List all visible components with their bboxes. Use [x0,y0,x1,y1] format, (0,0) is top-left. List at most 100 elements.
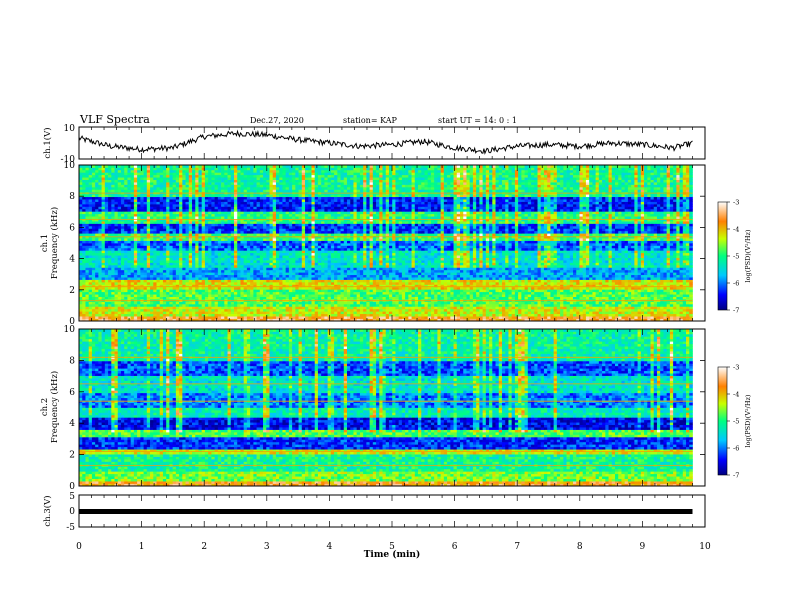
spectrogram-cell [285,291,290,295]
spectrogram-cell [644,267,648,271]
spectrogram-cell [192,279,196,283]
spectrogram-cell [618,313,622,317]
spectrogram-cell [146,269,151,273]
spectrogram-cell [101,306,106,310]
spectrogram-cell [350,296,354,300]
spectrogram-cell [479,269,483,273]
spectrogram-cell [263,316,267,319]
spectrogram-cell [495,291,500,295]
spectrogram-cell [669,313,674,317]
spectrogram-cell [485,296,490,300]
spectrogram-cell [337,262,341,266]
spectrogram-cell [537,269,542,273]
spectrogram-cell [430,303,435,307]
spectrogram-cell [195,269,199,273]
spectrogram-cell [501,291,506,295]
spectrogram-cell [127,294,132,297]
spectrogram-cell [385,294,390,297]
spectrogram-cell [388,316,393,319]
spectrogram-cell [98,289,102,293]
spectrogram-cell [550,311,554,315]
spectrogram-cell [660,308,664,312]
spectrogram-cell [369,277,374,280]
spectrogram-cell [95,255,99,258]
spectrogram-cell [221,262,225,266]
spectrogram-cell [114,284,119,288]
spectrogram-cell [211,284,215,288]
spectrogram-cell [334,289,338,293]
spectrogram-cell [98,264,102,268]
spectrogram-cell [288,264,293,268]
spectrogram-cell [117,289,122,293]
spectrogram-cell [460,316,464,319]
spectrogram-cell [569,296,574,300]
spectrogram-cell [366,257,370,261]
spectrogram-cell [311,269,316,273]
spectrogram-cell [111,308,115,312]
spectrogram-cell [340,316,345,319]
spectrogram-cell [634,313,638,317]
spectrogram-cell [566,274,571,278]
spectrogram-cell [140,257,144,261]
spectrogram-cell [253,260,257,263]
spectrogram-cell [521,286,525,290]
spectrogram-cell [585,303,590,307]
spectrogram-cell [321,274,325,278]
spectrogram-cell [295,301,299,305]
ch1-waveform-line [78,129,693,155]
spectrogram-cell [343,267,348,271]
spectrogram-cell [240,260,245,263]
spectrogram-cell [686,286,690,290]
spectrogram-cell [521,306,525,310]
spectrogram-cell [505,274,509,278]
spectrogram-cell [285,277,290,280]
spectrogram-cell [272,308,277,312]
spectrogram-cell [156,316,161,319]
spectrogram-cell [644,277,648,280]
spectrogram-cell [192,284,196,288]
spectrogram-cell [175,262,180,266]
spectrogram-cell [311,301,316,305]
spectrogram-cell [421,262,425,266]
spectrogram-cell [169,308,173,312]
spectrogram-cell [624,279,629,283]
spectrogram-cell [127,291,132,295]
spectrogram-cell [595,291,600,295]
spectrogram-cell [356,311,361,315]
spectrogram-cell [382,289,387,293]
spectrogram-cell [650,260,655,263]
spectrogram-cell [485,311,490,315]
spectrogram-cell [201,296,206,300]
spectrogram-cell [195,306,199,310]
spectrogram-cell [637,262,642,266]
spectrogram-cell [298,308,303,312]
spectrogram-cell [563,272,567,276]
spectrogram-cell [627,279,632,283]
spectrogram-cell [282,306,286,310]
spectrogram-cell [521,289,525,293]
spectrogram-cell [266,277,270,280]
spectrogram-cell [453,282,458,285]
spectrogram-cell [111,284,115,288]
spectrogram-cell [621,282,626,285]
spectrogram-cell [117,282,122,285]
spectrogram-cell [408,262,412,266]
spectrogram-cell [350,318,354,322]
spectrogram-cell [472,262,477,266]
spectrogram-cell [524,264,529,268]
spectrogram-cell [527,277,532,280]
spectrogram-cell [669,257,674,261]
spectrogram-cell [137,296,141,300]
spectrogram-cell [95,311,99,315]
spectrogram-cell [521,277,525,280]
spectrogram-cell [324,264,328,268]
spectrogram-cell [214,311,219,315]
spectrogram-cell [547,277,551,280]
spectrogram-cell [547,294,551,297]
spectrogram-cell [346,306,351,310]
spectrogram-cell [266,262,270,266]
spectrogram-cell [430,277,435,280]
spectrogram-cell [653,316,658,319]
spectrogram-cell [356,303,361,307]
spectrogram-cell [334,296,338,300]
